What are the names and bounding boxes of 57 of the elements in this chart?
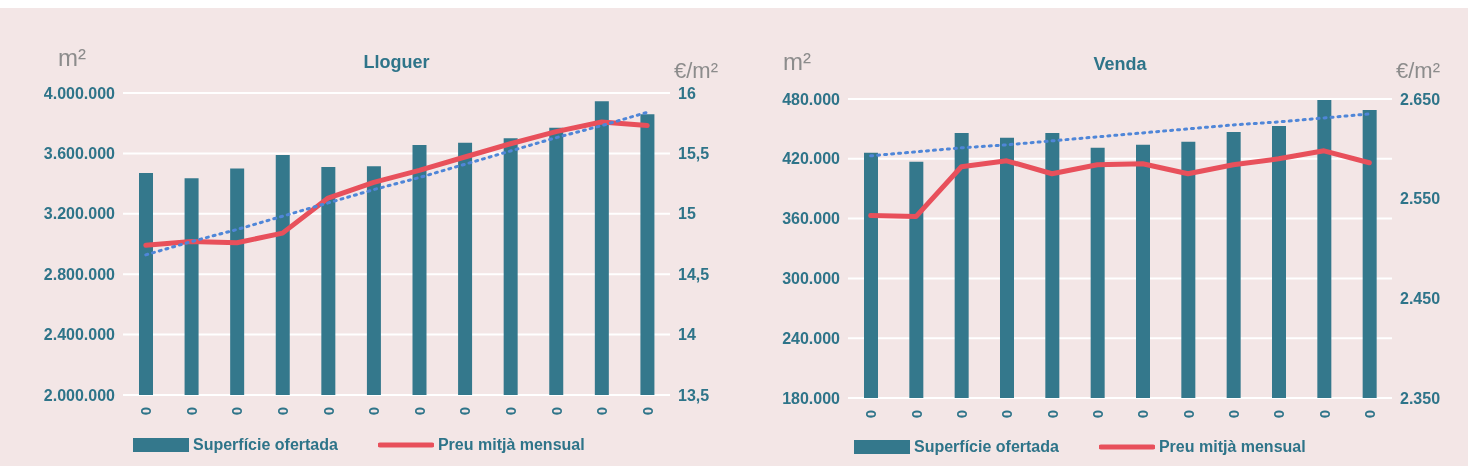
y-tick-label: 4.000.000 (43, 84, 116, 102)
x-tick-label: 0 (907, 410, 925, 419)
line-series (869, 112, 1371, 158)
x-tick-label: 0 (182, 407, 200, 416)
x-tick-label: 0 (228, 407, 246, 416)
x-tick-label: 0 (952, 410, 970, 419)
y2-tick-label: 13,5 (678, 386, 710, 404)
y-tick-label: 420.000 (782, 150, 841, 168)
chart-title: Lloguer (362, 52, 431, 73)
legend-label: Preu mitjà mensual (437, 436, 585, 454)
x-tick-label: 0 (274, 407, 292, 416)
y-tick-label: 2.400.000 (43, 326, 116, 344)
y-tick-label: 360.000 (782, 210, 841, 228)
x-tick-label: 0 (1315, 410, 1333, 419)
x-tick-label: 0 (137, 407, 155, 416)
y-tick-label: 180.000 (782, 389, 841, 407)
y2-tick-label: 2.450 (1400, 290, 1441, 308)
x-tick-label: 0 (456, 407, 474, 416)
x-tick-label: 0 (501, 407, 519, 416)
x-tick-label: 0 (547, 407, 565, 416)
x-tick-label: 0 (1360, 410, 1378, 419)
y-tick-label: 3.200.000 (43, 205, 116, 223)
y2-tick-label: 15 (678, 205, 696, 223)
y2-tick-label: 14 (678, 326, 696, 344)
legend-label: Preu mitjà mensual (1158, 438, 1306, 456)
legend-label: Superfície ofertada (193, 436, 338, 454)
y-axis-title: m² (783, 48, 811, 76)
y2-axis-title: €/m² (674, 58, 718, 84)
x-tick-label: 0 (1043, 410, 1061, 419)
x-tick-label: 0 (998, 410, 1016, 419)
x-tick-label: 0 (1179, 410, 1197, 419)
y-axis-title: m² (58, 44, 86, 72)
x-tick-label: 0 (1088, 410, 1106, 419)
chart-title: Venda (1092, 54, 1148, 75)
y2-axis-title: €/m² (1396, 58, 1440, 84)
x-tick-label: 0 (593, 407, 611, 416)
x-tick-label: 0 (638, 407, 656, 416)
y2-tick-label: 2.550 (1400, 190, 1441, 208)
x-tick-label: 0 (1224, 410, 1242, 419)
y2-tick-label: 15,5 (678, 145, 710, 163)
y-tick-label: 2.000.000 (43, 386, 116, 404)
y2-tick-label: 14,5 (678, 265, 710, 283)
legend-label: Superfície ofertada (914, 438, 1059, 456)
x-tick-label: 0 (1270, 410, 1288, 419)
x-tick-label: 0 (365, 407, 383, 416)
y2-tick-label: 2.650 (1400, 90, 1441, 108)
x-tick-label: 0 (410, 407, 428, 416)
y-tick-label: 3.600.000 (43, 145, 116, 163)
y-tick-label: 480.000 (782, 90, 841, 108)
y2-tick-label: 16 (678, 84, 696, 102)
y-tick-label: 2.800.000 (43, 265, 116, 283)
y-tick-label: 300.000 (782, 270, 841, 288)
x-tick-label: 0 (862, 410, 880, 419)
y-tick-label: 240.000 (782, 329, 841, 347)
y2-tick-label: 2.350 (1400, 389, 1441, 407)
x-tick-label: 0 (319, 407, 337, 416)
x-tick-label: 0 (1134, 410, 1152, 419)
